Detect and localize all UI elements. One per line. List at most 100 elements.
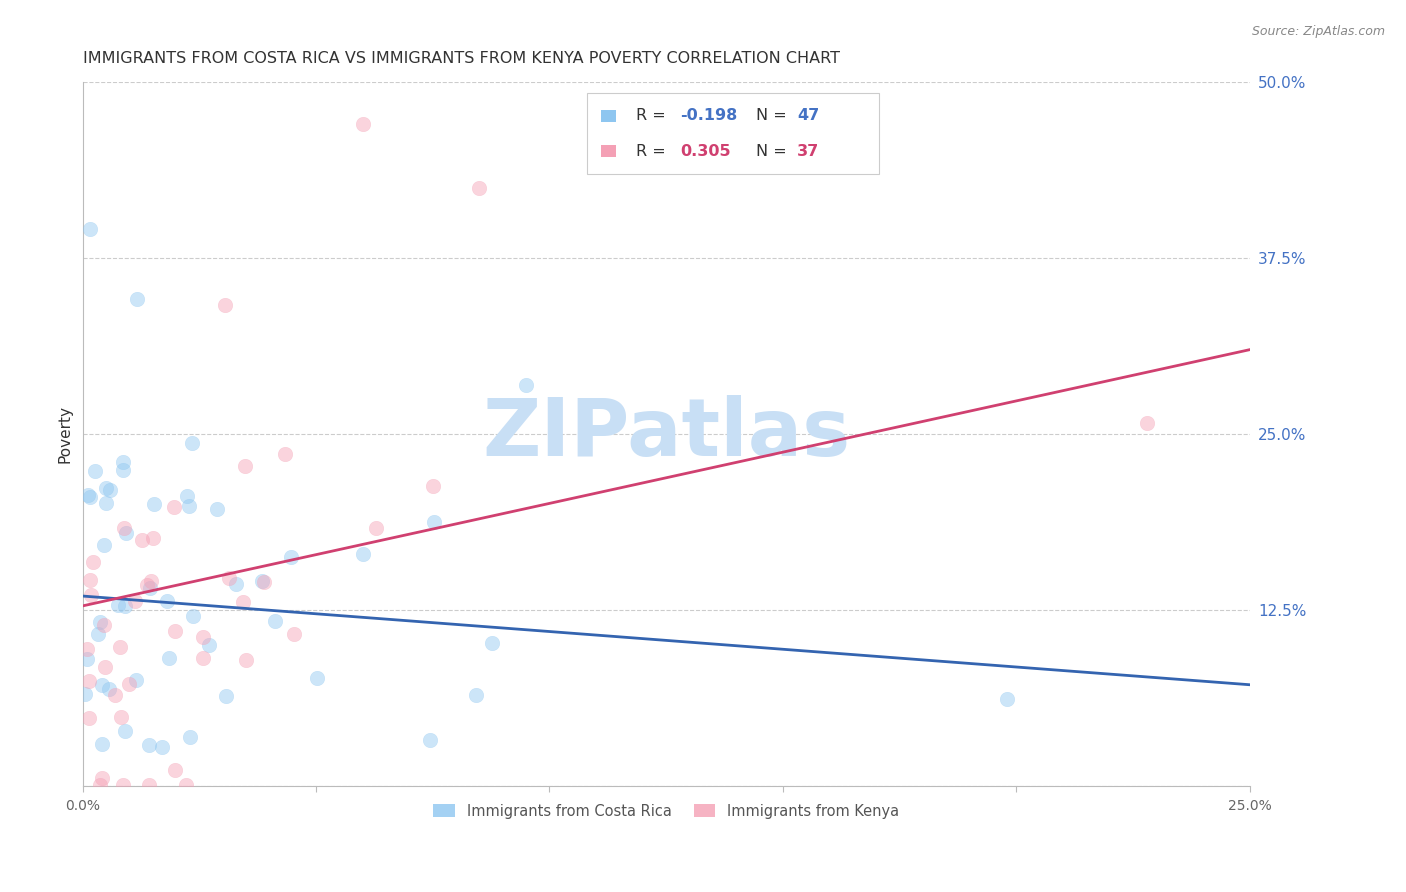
Point bbox=[139, 581, 162, 595]
Point bbox=[280, 550, 302, 565]
Point bbox=[468, 180, 491, 194]
Text: 47: 47 bbox=[797, 109, 820, 123]
Point bbox=[93, 539, 115, 553]
Point bbox=[112, 521, 135, 535]
Point bbox=[94, 659, 117, 673]
Point bbox=[108, 640, 131, 655]
Point bbox=[273, 446, 295, 460]
Point bbox=[423, 515, 446, 529]
Point bbox=[89, 615, 111, 629]
Point bbox=[176, 489, 198, 503]
Point bbox=[307, 671, 329, 685]
Point bbox=[163, 624, 186, 638]
Point bbox=[481, 636, 503, 650]
FancyBboxPatch shape bbox=[600, 110, 616, 122]
Point bbox=[352, 117, 374, 131]
Point bbox=[87, 627, 110, 641]
Point bbox=[79, 573, 101, 587]
Point bbox=[235, 652, 257, 666]
FancyBboxPatch shape bbox=[600, 145, 616, 158]
Point bbox=[352, 548, 374, 562]
Point bbox=[118, 676, 141, 690]
FancyBboxPatch shape bbox=[586, 93, 879, 174]
Point bbox=[77, 488, 100, 502]
Point bbox=[253, 574, 276, 589]
Point bbox=[135, 578, 157, 592]
Point bbox=[142, 497, 165, 511]
Point bbox=[111, 778, 134, 792]
Text: R =: R = bbox=[636, 109, 671, 123]
Point bbox=[139, 574, 162, 589]
Point bbox=[114, 724, 136, 739]
Point bbox=[91, 737, 114, 751]
Point bbox=[174, 778, 197, 792]
Point bbox=[124, 594, 146, 608]
Point bbox=[159, 650, 181, 665]
Point bbox=[77, 674, 100, 689]
Point bbox=[465, 688, 488, 702]
Point bbox=[233, 459, 256, 474]
Text: -0.198: -0.198 bbox=[681, 109, 738, 123]
Text: 37: 37 bbox=[797, 144, 820, 159]
Point bbox=[138, 739, 160, 753]
Point bbox=[162, 500, 184, 515]
Point bbox=[1136, 416, 1159, 430]
Point bbox=[179, 499, 201, 513]
Point bbox=[93, 618, 115, 632]
Point bbox=[214, 297, 236, 311]
Point bbox=[163, 763, 186, 777]
Point bbox=[366, 520, 388, 534]
Point bbox=[91, 677, 114, 691]
Point bbox=[127, 293, 149, 307]
Text: R =: R = bbox=[636, 144, 671, 159]
Point bbox=[82, 555, 104, 569]
Text: Source: ZipAtlas.com: Source: ZipAtlas.com bbox=[1251, 25, 1385, 38]
Point bbox=[995, 691, 1018, 706]
Point bbox=[79, 221, 101, 235]
Point bbox=[79, 491, 101, 505]
Text: N =: N = bbox=[756, 109, 792, 123]
Point bbox=[422, 479, 444, 493]
Point bbox=[107, 598, 129, 612]
Point bbox=[94, 481, 117, 495]
Point bbox=[83, 464, 105, 478]
Point bbox=[218, 571, 240, 585]
Point bbox=[142, 531, 165, 545]
Text: N =: N = bbox=[756, 144, 792, 159]
Point bbox=[156, 593, 179, 607]
Point bbox=[150, 739, 173, 754]
Point bbox=[111, 463, 134, 477]
Point bbox=[232, 595, 254, 609]
Point bbox=[79, 588, 101, 602]
Y-axis label: Poverty: Poverty bbox=[58, 405, 72, 463]
Point bbox=[181, 609, 204, 624]
Point bbox=[76, 651, 98, 665]
Point bbox=[205, 502, 228, 516]
Point bbox=[97, 681, 120, 696]
Point bbox=[111, 455, 134, 469]
Point bbox=[73, 687, 96, 701]
Point bbox=[250, 574, 273, 588]
Point bbox=[191, 650, 214, 665]
Point bbox=[76, 642, 98, 657]
Point bbox=[96, 496, 118, 510]
Point bbox=[193, 630, 215, 644]
Point bbox=[215, 689, 238, 703]
Point bbox=[100, 483, 122, 497]
Text: 0.305: 0.305 bbox=[681, 144, 731, 159]
Point bbox=[114, 599, 136, 613]
Point bbox=[115, 525, 138, 540]
Text: ZIPatlas: ZIPatlas bbox=[482, 395, 851, 473]
Legend: Immigrants from Costa Rica, Immigrants from Kenya: Immigrants from Costa Rica, Immigrants f… bbox=[427, 798, 905, 824]
Point bbox=[283, 626, 305, 640]
Point bbox=[180, 436, 202, 450]
Text: IMMIGRANTS FROM COSTA RICA VS IMMIGRANTS FROM KENYA POVERTY CORRELATION CHART: IMMIGRANTS FROM COSTA RICA VS IMMIGRANTS… bbox=[83, 51, 839, 66]
Point bbox=[125, 673, 148, 687]
Point bbox=[264, 614, 287, 628]
Point bbox=[110, 710, 132, 724]
Point bbox=[79, 711, 101, 725]
Point bbox=[225, 577, 247, 591]
Point bbox=[138, 778, 160, 792]
Point bbox=[89, 778, 111, 792]
Point bbox=[515, 377, 537, 392]
